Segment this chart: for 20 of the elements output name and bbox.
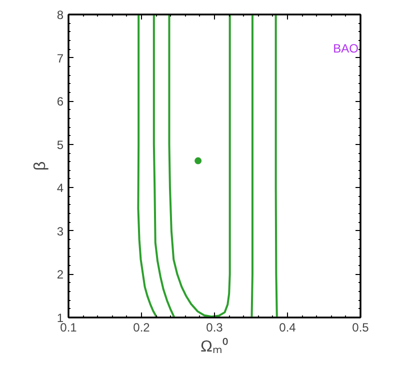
line-series (137, 14, 158, 318)
y-tick-label: 4 (56, 181, 64, 196)
y-tick-label: 6 (56, 94, 64, 109)
line-series (152, 14, 176, 318)
line-series (250, 14, 254, 318)
y-tick-label: 8 (56, 8, 64, 22)
x-tick-label: 0.1 (60, 320, 78, 334)
x-tick-label: 0.3 (206, 320, 224, 334)
line-series (274, 14, 278, 318)
x-tick-label: 0.4 (279, 320, 296, 334)
y-tick-label: 5 (56, 138, 64, 152)
line-series (168, 14, 231, 318)
annotation: BAO (333, 42, 358, 56)
x-tick-label: 0.2 (133, 320, 150, 334)
y-axis-title: β (32, 161, 49, 171)
y-tick-label: 3 (56, 224, 64, 238)
y-tick-label: 7 (56, 51, 64, 66)
x-axis-title: Ωₘ⁰ (200, 338, 228, 356)
x-tick-label: 0.5 (352, 320, 370, 334)
y-tick-label: 2 (56, 268, 64, 282)
